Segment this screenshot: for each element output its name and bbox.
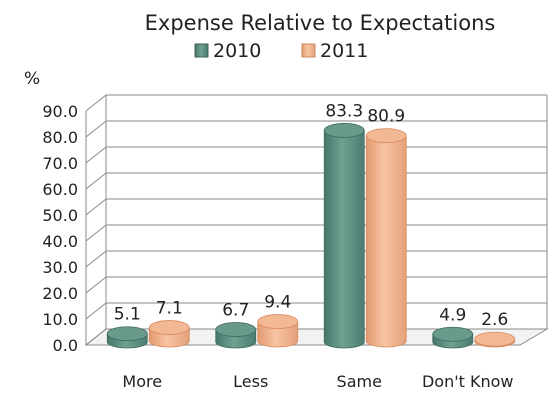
y-axis-ticks: 0.0 10.0 20.0 30.0 40.0 50.0 60.0 70.0 80.0 90.0 (42, 102, 78, 355)
y-tick-label: 50.0 (42, 206, 78, 225)
bar-same-2011-body (365, 135, 407, 348)
gridline-side (85, 198, 107, 216)
y-tick-label: 30.0 (42, 258, 78, 277)
gridline-side (85, 302, 107, 320)
data-label: 9.4 (264, 293, 291, 313)
bar-same-2010-body (323, 130, 365, 349)
legend-swatch-2010 (194, 43, 209, 58)
y-tick-label: 70.0 (42, 154, 78, 173)
gridline-side (85, 276, 107, 294)
bar-less-2010-top (215, 322, 257, 337)
bar-less-2010 (215, 322, 257, 349)
bars (106, 123, 516, 349)
bar-same-2011-top (365, 128, 407, 144)
data-label: 83.3 (325, 101, 363, 121)
y-tick-label: 10.0 (42, 310, 78, 329)
chart-title: Expense Relative to Expectations (145, 11, 496, 35)
bar-more-2010 (106, 326, 148, 349)
legend-swatch-2011 (301, 43, 316, 58)
gridline-side (85, 172, 107, 190)
x-tick-label: Don't Know (422, 372, 514, 391)
bar-less-2011-top (257, 314, 299, 329)
data-label: 4.9 (439, 305, 466, 325)
bar-don-t-know-2011-top (474, 331, 516, 347)
gridline-side (85, 250, 107, 268)
bar-more-2010-top (106, 326, 148, 342)
x-tick-label: Less (233, 372, 268, 391)
y-tick-label: 80.0 (42, 128, 78, 147)
bar-don-t-know-2010 (432, 326, 474, 349)
y-tick-label: 60.0 (42, 180, 78, 199)
bar-more-2011 (148, 320, 190, 348)
bar-same-2010 (323, 123, 365, 349)
y-axis-label: % (24, 69, 40, 89)
gridline-side (85, 94, 107, 112)
bar-more-2011-top (148, 320, 190, 335)
gridline-side (85, 120, 107, 138)
bar-same-2011 (365, 128, 407, 348)
y-tick-label: 0.0 (53, 336, 78, 355)
gridline-side (85, 224, 107, 242)
legend: 2010 2011 (194, 40, 368, 62)
x-axis-categories: More Less Same Don't Know (122, 372, 513, 391)
legend-label-2011: 2011 (320, 40, 368, 62)
data-labels: 5.1 7.1 6.7 9.4 83.3 80.9 4.9 2.6 (114, 101, 509, 330)
gridline-side (85, 146, 107, 164)
x-tick-label: More (122, 372, 162, 391)
bar-less-2011 (257, 314, 299, 348)
bar-don-t-know-2011 (474, 331, 516, 348)
y-tick-label: 40.0 (42, 232, 78, 251)
bar-don-t-know-2010-top (432, 326, 474, 342)
gridline-side (85, 328, 107, 346)
y-tick-label: 20.0 (42, 284, 78, 303)
data-label: 80.9 (367, 107, 405, 127)
data-label: 2.6 (481, 310, 508, 330)
legend-label-2010: 2010 (213, 40, 261, 62)
data-label: 5.1 (114, 305, 141, 325)
data-label: 7.1 (156, 299, 183, 319)
y-tick-label: 90.0 (42, 102, 78, 121)
x-tick-label: Same (337, 372, 382, 391)
bar-same-2010-top (323, 123, 365, 138)
data-label: 6.7 (222, 301, 249, 321)
